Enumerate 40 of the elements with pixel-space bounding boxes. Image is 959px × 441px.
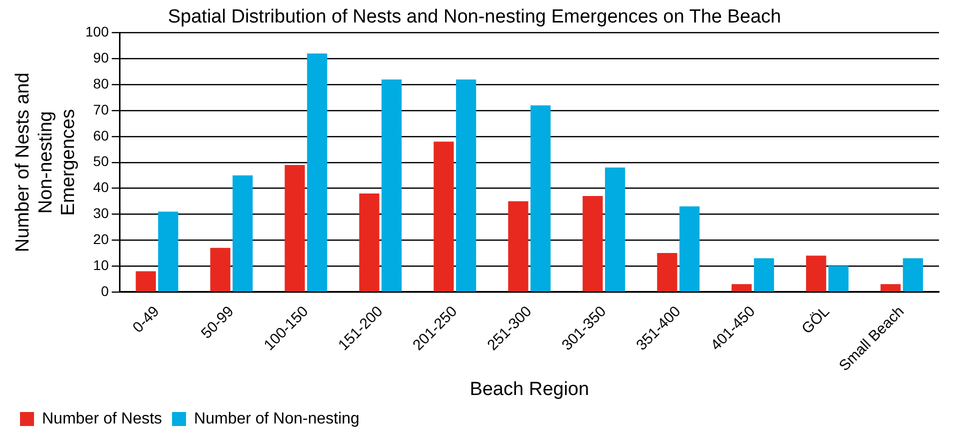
bar bbox=[434, 142, 454, 292]
chart-title: Spatial Distribution of Nests and Non-nesting Emergences on The Beach bbox=[168, 6, 782, 28]
y-tick-label: 50 bbox=[93, 153, 109, 170]
bar bbox=[828, 266, 849, 292]
bar bbox=[902, 258, 923, 292]
bar bbox=[359, 193, 380, 292]
bar bbox=[232, 175, 253, 292]
x-tick-label: GÖL bbox=[798, 303, 834, 338]
bar bbox=[508, 201, 528, 292]
y-tick-label: 30 bbox=[93, 205, 109, 222]
bar bbox=[158, 212, 178, 292]
y-axis-title: Number of Nests and Non-nesting Emergences bbox=[12, 72, 80, 252]
y-tick-label: 10 bbox=[93, 256, 109, 273]
y-tick-label: 90 bbox=[93, 50, 109, 66]
y-tick-label: 100 bbox=[85, 24, 109, 40]
bar bbox=[679, 206, 700, 292]
x-tick-label: 0-49 bbox=[129, 303, 163, 336]
y-tick-label: 40 bbox=[93, 179, 109, 196]
bar bbox=[604, 168, 626, 292]
y-tick-label: 60 bbox=[93, 127, 109, 144]
y-tick-label: 20 bbox=[93, 230, 109, 247]
bar bbox=[382, 79, 402, 292]
bar bbox=[456, 79, 476, 292]
bar bbox=[582, 196, 603, 292]
bar bbox=[754, 258, 774, 292]
x-axis-title: Beach Region bbox=[470, 378, 590, 400]
bar bbox=[530, 105, 551, 292]
legend-label: Number of Nests bbox=[42, 410, 162, 428]
y-tick-label: 80 bbox=[93, 75, 109, 92]
bar bbox=[880, 284, 901, 292]
bar bbox=[136, 271, 156, 292]
bar bbox=[657, 253, 678, 292]
bar bbox=[210, 248, 230, 292]
bar bbox=[284, 164, 305, 292]
y-tick-label: 0 bbox=[100, 282, 109, 299]
legend-label: Number of Non-nesting bbox=[194, 410, 360, 428]
bar bbox=[806, 256, 826, 292]
bar bbox=[307, 54, 328, 292]
y-tick-label: 70 bbox=[93, 101, 109, 118]
bar bbox=[732, 284, 752, 292]
